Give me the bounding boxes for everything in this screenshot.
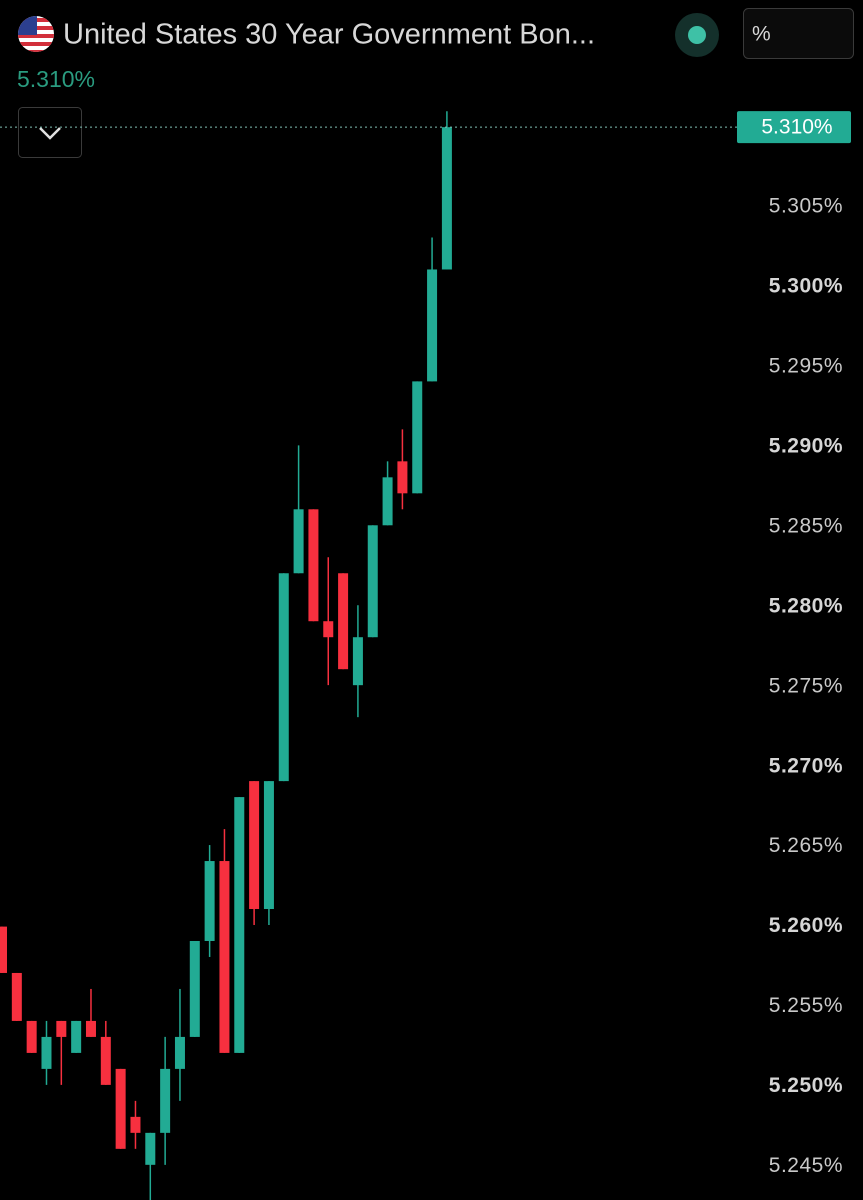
candle-body [26, 1020, 37, 1053]
candle-body [382, 477, 393, 526]
candle-body [11, 972, 22, 1021]
chevron-icon[interactable] [39, 127, 61, 140]
candle-body [278, 573, 289, 782]
y-tick-label: 5.245% [769, 1154, 843, 1177]
flag-icon [18, 16, 54, 52]
y-tick-label: 5.285% [769, 514, 843, 537]
candle-body [234, 797, 245, 1053]
candle-body [85, 1020, 96, 1037]
candle-body [397, 461, 408, 494]
candle-body [427, 269, 438, 382]
y-tick-label: 5.265% [769, 834, 843, 857]
candle-body [56, 1020, 67, 1037]
y-tick-label: 5.255% [769, 994, 843, 1017]
y-tick-label: 5.275% [769, 674, 843, 697]
y-tick-label: 5.290% [769, 434, 843, 457]
candle-body [323, 621, 334, 638]
candle-body [204, 861, 215, 941]
candle-body [100, 1036, 111, 1085]
last-price-label: 5.310% [761, 116, 832, 139]
candle-body [0, 926, 7, 973]
candle-body [308, 509, 319, 622]
candle-body [71, 1020, 82, 1053]
y-tick-label: 5.250% [769, 1074, 843, 1097]
candle-body [174, 1036, 185, 1069]
unit-button-label[interactable]: % [752, 23, 771, 46]
y-tick-label: 5.270% [769, 754, 843, 777]
candle-body [41, 1036, 52, 1069]
y-tick-label: 5.295% [769, 355, 843, 378]
current-price: 5.310% [17, 66, 95, 92]
candle-body [115, 1068, 126, 1149]
instrument-title: United States 30 Year Government Bon... [63, 19, 595, 51]
y-tick-label: 5.280% [769, 594, 843, 617]
y-tick-label: 5.305% [769, 195, 843, 218]
candle-body [130, 1116, 141, 1133]
candle-body [219, 861, 230, 1053]
candle-body [263, 781, 274, 910]
candle-body [145, 1132, 156, 1165]
collapse-button[interactable] [18, 107, 82, 158]
y-tick-label: 5.300% [769, 275, 843, 298]
candle-body [160, 1068, 171, 1133]
y-tick-label: 5.260% [769, 914, 843, 937]
last-price-badge [737, 111, 851, 144]
candle-body [249, 781, 260, 910]
candle-body [352, 637, 363, 686]
unit-button[interactable] [743, 8, 854, 59]
candle-body [338, 573, 349, 670]
candle-body [293, 509, 304, 574]
candle-body [412, 381, 423, 494]
candle-body [367, 525, 378, 638]
candle-body [441, 127, 452, 270]
status-dot [688, 26, 706, 44]
candle-body [189, 940, 200, 1037]
